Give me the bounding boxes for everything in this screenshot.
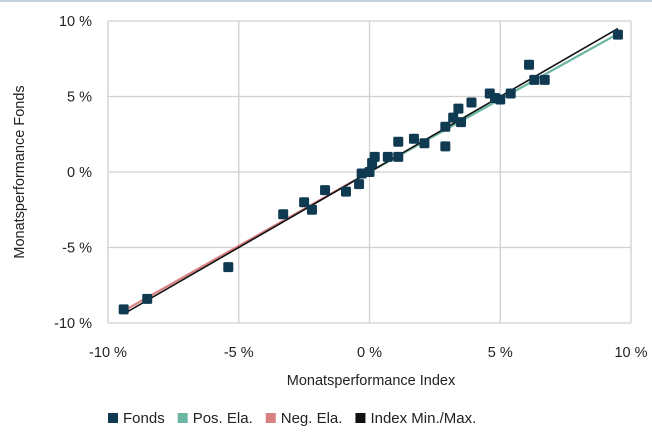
legend-swatch-pos-ela (177, 413, 188, 423)
legend-label-pos-ela: Pos. Ela. (193, 410, 253, 427)
data-point (356, 168, 367, 179)
data-point (369, 151, 380, 162)
y-axis-label: Monatsperformance Fonds (12, 85, 28, 258)
data-point (320, 185, 331, 196)
data-point (364, 167, 375, 177)
fonds-markers (118, 29, 623, 315)
y-tick-label: 0 % (67, 165, 92, 181)
y-tick-label: -5 % (62, 241, 92, 257)
data-point (278, 209, 289, 220)
y-tick-label: -10 % (54, 316, 92, 332)
legend-swatch-fonds (108, 413, 118, 423)
legend-label-index-min-max: Index Min./Max. (370, 410, 476, 427)
data-point (440, 141, 451, 152)
data-point (456, 117, 467, 128)
data-point (408, 133, 419, 144)
x-tick-label: -10 % (89, 345, 127, 361)
data-point (118, 304, 129, 315)
data-point (299, 197, 310, 208)
data-point (354, 179, 365, 190)
legend-swatch-index-min-max (355, 413, 366, 423)
data-point (524, 59, 535, 70)
data-point (529, 74, 540, 85)
data-point (612, 29, 623, 40)
data-point (306, 204, 317, 215)
grid-lines (107, 20, 632, 324)
tick-labels: -10 % -5 % 0 % 5 % 10 % -10 % -5 % 0 % 5 % 10 % (54, 14, 648, 361)
data-point (419, 138, 430, 149)
data-point (466, 97, 477, 108)
x-tick-label: 5 % (488, 345, 513, 361)
data-point (393, 151, 404, 162)
data-point (142, 293, 153, 304)
x-tick-label: 0 % (357, 345, 382, 361)
data-point (539, 74, 550, 85)
legend-swatch-neg-ela (265, 413, 276, 423)
y-tick-label: 5 % (67, 90, 92, 106)
top-divider (0, 0, 652, 2)
data-point (393, 136, 404, 147)
data-point (505, 88, 516, 99)
y-tick-label: 10 % (59, 14, 92, 30)
legend-label-fonds: Fonds (123, 410, 165, 427)
legend: Fonds Pos. Ela. Neg. Ela. Index Min./Max. (108, 410, 476, 427)
data-point (340, 186, 351, 197)
legend-label-neg-ela: Neg. Ela. (281, 410, 343, 427)
x-axis-label: Monatsperformance Index (287, 373, 456, 389)
data-point (448, 112, 459, 123)
data-point (440, 121, 451, 132)
data-point (223, 262, 234, 273)
data-point (495, 94, 506, 105)
data-point (382, 151, 393, 162)
x-tick-label: -5 % (224, 345, 254, 361)
x-tick-label: 10 % (614, 345, 647, 361)
data-point (453, 103, 464, 114)
